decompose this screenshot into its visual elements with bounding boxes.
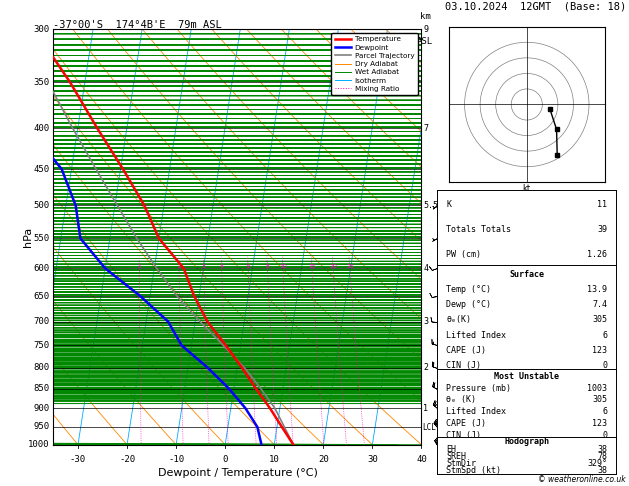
Text: 7: 7 [423,124,428,133]
Text: 600: 600 [34,264,50,273]
Text: EH: EH [446,445,456,453]
Text: 30: 30 [367,455,378,464]
Text: LCL: LCL [422,423,436,432]
Text: CIN (J): CIN (J) [446,431,481,440]
Text: 10: 10 [269,455,280,464]
Text: 800: 800 [34,363,50,372]
Text: StmSpd (kt): StmSpd (kt) [446,467,501,475]
Text: CAPE (J): CAPE (J) [446,346,486,355]
Text: 500: 500 [34,201,50,210]
Text: 1: 1 [137,264,142,269]
Text: 400: 400 [34,124,50,133]
Text: ASL: ASL [417,37,433,47]
Text: Lifted Index: Lifted Index [446,330,506,340]
Text: 6: 6 [246,264,250,269]
Text: 0: 0 [603,431,608,440]
Text: 38: 38 [598,445,608,453]
Text: 350: 350 [34,78,50,87]
Text: θₑ (K): θₑ (K) [446,396,476,404]
Text: 40: 40 [416,455,427,464]
Text: 9: 9 [423,25,428,34]
Text: 4: 4 [423,264,428,273]
Text: 20: 20 [329,264,337,269]
Text: Dewp (°C): Dewp (°C) [446,300,491,309]
Text: -10: -10 [168,455,184,464]
Text: -37°00'S  174°4B'E  79m ASL: -37°00'S 174°4B'E 79m ASL [53,20,222,31]
Text: Mixing Ratio (g/kg): Mixing Ratio (g/kg) [441,221,450,294]
Text: 550: 550 [34,234,50,243]
Text: Pressure (mb): Pressure (mb) [446,383,511,393]
Text: 3: 3 [423,317,428,326]
Text: Lifted Index: Lifted Index [446,407,506,416]
Text: Most Unstable: Most Unstable [494,372,559,381]
Text: CIN (J): CIN (J) [446,361,481,370]
Text: 78: 78 [598,452,608,461]
Text: 5.5: 5.5 [423,201,438,210]
Text: 850: 850 [34,384,50,393]
Text: Totals Totals: Totals Totals [446,225,511,234]
Text: © weatheronline.co.uk: © weatheronline.co.uk [538,474,626,484]
Text: 650: 650 [34,292,50,300]
Text: CAPE (J): CAPE (J) [446,419,486,428]
Text: 1000: 1000 [28,440,50,449]
Text: 8: 8 [265,264,269,269]
Text: 329°: 329° [587,459,608,468]
Text: 300: 300 [34,25,50,34]
Text: km: km [420,12,430,21]
Text: PW (cm): PW (cm) [446,250,481,260]
Text: 2: 2 [423,363,428,372]
Text: 900: 900 [34,404,50,413]
Text: -20: -20 [119,455,135,464]
Text: 1003: 1003 [587,383,608,393]
Text: 6: 6 [603,407,608,416]
Text: -30: -30 [70,455,86,464]
Text: 0: 0 [223,455,228,464]
Text: 700: 700 [34,317,50,326]
Text: 1.26: 1.26 [587,250,608,260]
Text: 123: 123 [593,346,608,355]
Text: 03.10.2024  12GMT  (Base: 18): 03.10.2024 12GMT (Base: 18) [445,1,626,12]
Text: Hodograph: Hodograph [504,437,549,446]
Text: 0: 0 [603,361,608,370]
Text: 7.4: 7.4 [593,300,608,309]
Text: 305: 305 [593,315,608,324]
Text: 123: 123 [593,419,608,428]
Text: 3: 3 [202,264,206,269]
Text: K: K [446,200,451,209]
X-axis label: Dewpoint / Temperature (°C): Dewpoint / Temperature (°C) [157,468,318,478]
Text: 6: 6 [603,330,608,340]
X-axis label: kt: kt [523,184,531,192]
Text: 39: 39 [598,225,608,234]
Text: 750: 750 [34,341,50,350]
Text: SREH: SREH [446,452,466,461]
Text: 20: 20 [318,455,329,464]
Text: 1: 1 [423,404,428,413]
Text: 11: 11 [598,200,608,209]
Text: 950: 950 [34,422,50,432]
Text: 2: 2 [177,264,181,269]
Legend: Temperature, Dewpoint, Parcel Trajectory, Dry Adiabat, Wet Adiabat, Isotherm, Mi: Temperature, Dewpoint, Parcel Trajectory… [331,33,418,95]
Text: 13.9: 13.9 [587,285,608,294]
Text: 305: 305 [593,396,608,404]
Text: Temp (°C): Temp (°C) [446,285,491,294]
Text: 38: 38 [598,467,608,475]
Text: 15: 15 [308,264,316,269]
Text: 10: 10 [279,264,287,269]
Text: 25: 25 [346,264,354,269]
Text: Surface: Surface [509,270,544,278]
Text: hPa: hPa [23,227,33,247]
Text: StmDir: StmDir [446,459,476,468]
Text: 450: 450 [34,165,50,174]
Text: θₑ(K): θₑ(K) [446,315,471,324]
Text: 4: 4 [220,264,224,269]
